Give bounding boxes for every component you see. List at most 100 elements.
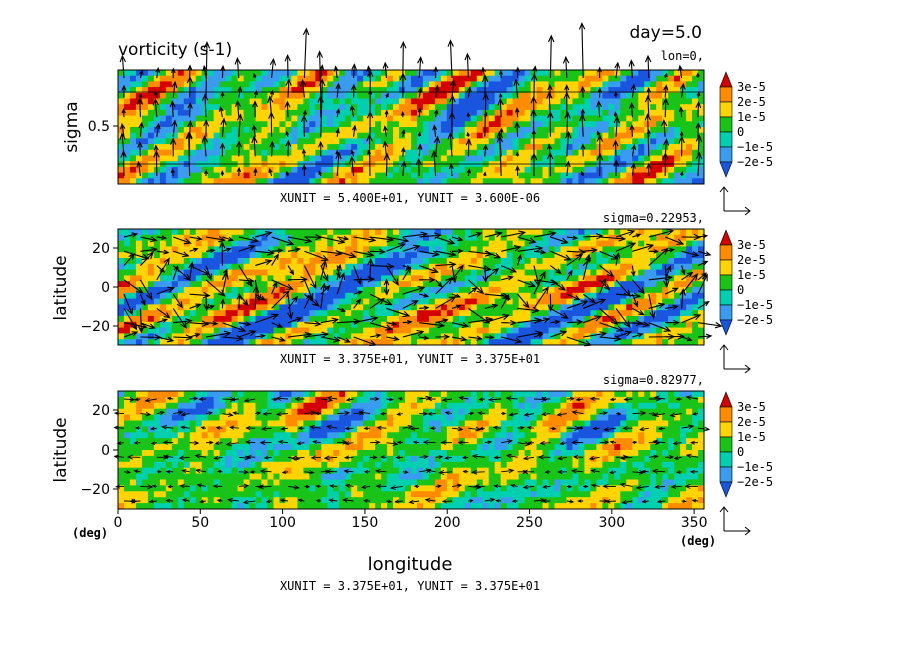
vorticity-cell: [351, 98, 358, 105]
vorticity-cell: [428, 298, 436, 305]
vorticity-cell: [393, 98, 400, 105]
vorticity-cell: [387, 252, 394, 259]
vorticity-cell: [333, 138, 340, 145]
vorticity-cell: [554, 109, 562, 117]
wind-vector-head: [338, 272, 346, 281]
vorticity-cell: [452, 138, 460, 145]
vorticity-cell: [656, 75, 663, 82]
vorticity-cell: [165, 172, 173, 179]
wind-vector: [320, 336, 340, 342]
wind-vector-head: [565, 160, 571, 168]
vorticity-cell: [638, 339, 645, 345]
wind-vector-head: [669, 248, 675, 253]
vorticity-cell: [135, 281, 143, 288]
vorticity-cell: [470, 127, 478, 134]
vorticity-cell: [345, 178, 352, 184]
wind-vector: [501, 336, 522, 343]
vorticity-cell: [470, 104, 478, 111]
vorticity-cell: [309, 252, 316, 259]
vorticity-cell: [159, 327, 167, 334]
vorticity-cell: [620, 240, 627, 247]
vorticity-cell: [494, 287, 502, 294]
vorticity-cell: [285, 121, 293, 128]
vorticity-cell: [482, 246, 490, 253]
vorticity-cell: [195, 98, 203, 105]
vorticity-cell: [225, 281, 233, 288]
vorticity-cell: [177, 155, 185, 162]
vorticity-cell: [118, 166, 125, 174]
wind-vector-head: [348, 252, 357, 259]
vorticity-cell: [183, 321, 191, 329]
vorticity-cell: [632, 172, 639, 179]
wind-vector-head: [567, 269, 573, 276]
vorticity-cell: [135, 172, 143, 179]
colorbar-segment: [719, 259, 733, 276]
wind-vector: [697, 301, 709, 309]
vorticity-cell: [422, 310, 430, 317]
vorticity-cell: [255, 178, 263, 184]
vorticity-cell: [608, 98, 615, 105]
vorticity-cell: [153, 240, 161, 247]
vorticity-cell: [171, 252, 179, 259]
wind-vector-head: [138, 121, 145, 129]
vorticity-cell: [195, 333, 203, 340]
vorticity-cell: [213, 275, 221, 282]
vorticity-cell: [542, 127, 550, 134]
wind-vector: [320, 236, 345, 243]
vorticity-cell: [590, 246, 597, 253]
vorticity-cell: [464, 144, 472, 151]
wind-vector-head: [357, 290, 364, 295]
vorticity-cell: [542, 333, 550, 340]
vorticity-cell: [225, 327, 233, 334]
vorticity-cell: [213, 281, 221, 288]
vorticity-cell: [542, 246, 550, 253]
vorticity-cell: [482, 115, 490, 122]
vorticity-cell: [351, 298, 358, 305]
vorticity-cell: [213, 121, 221, 128]
vorticity-cell: [608, 246, 615, 253]
vorticity-cell: [201, 275, 209, 282]
vorticity-cell: [303, 81, 310, 88]
vorticity-cell: [135, 246, 143, 253]
vorticity-cell: [416, 92, 424, 100]
vorticity-cell: [458, 252, 466, 259]
wind-vector: [402, 233, 427, 238]
vorticity-cell: [147, 258, 155, 265]
vorticity-cell: [207, 104, 215, 111]
vorticity-cell: [644, 234, 651, 242]
vorticity-cell: [554, 304, 562, 311]
vorticity-cell: [422, 70, 430, 77]
vorticity-cell: [512, 240, 520, 247]
vorticity-cell: [638, 155, 645, 162]
vorticity-cell: [237, 316, 245, 323]
vorticity-cell: [560, 316, 568, 323]
vorticity-cell: [309, 310, 316, 317]
wind-vector-head: [513, 78, 520, 87]
vorticity-cell: [303, 70, 310, 77]
vorticity-cell: [536, 75, 544, 82]
vorticity-cell: [644, 70, 651, 77]
vorticity-cell: [596, 310, 603, 317]
vorticity-cell: [644, 275, 651, 282]
vorticity-cell: [506, 234, 514, 242]
wind-vector-head: [596, 233, 604, 240]
vorticity-cell: [231, 144, 239, 151]
wind-vector-head: [355, 298, 362, 305]
vorticity-cell: [225, 304, 233, 311]
vorticity-cell: [464, 269, 472, 276]
vorticity-cell: [267, 269, 275, 276]
wind-vector-head: [383, 152, 391, 161]
wind-vector-head: [153, 144, 159, 151]
vorticity-cell: [536, 178, 544, 184]
vorticity-cell: [440, 132, 448, 139]
vorticity-cell: [440, 166, 448, 174]
wind-vector-head: [412, 244, 421, 251]
wind-vector: [402, 331, 424, 338]
vorticity-cell: [327, 75, 334, 82]
vorticity-cell: [273, 310, 281, 317]
vorticity-cell: [309, 263, 316, 271]
vorticity-cell: [482, 178, 490, 184]
vorticity-cell: [428, 327, 436, 334]
wind-vector: [418, 159, 420, 177]
wind-vector-head: [382, 140, 389, 148]
